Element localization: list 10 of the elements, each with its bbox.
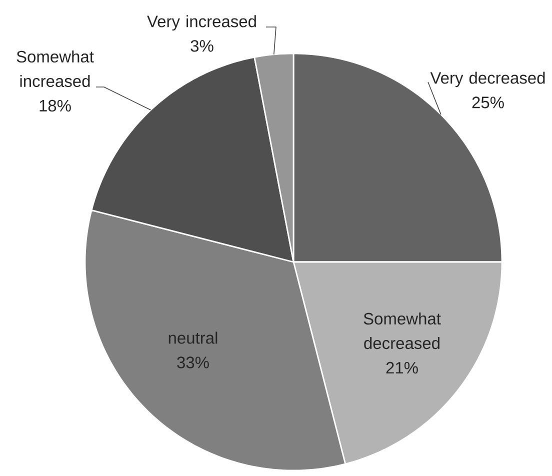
data-label: 33% [177, 356, 209, 368]
data-label: 25% [472, 96, 504, 108]
slice-label: Very increased [147, 15, 256, 31]
slice-label: neutral [168, 332, 218, 344]
slice-label: Somewhat decreased [364, 312, 441, 350]
slice-label: Somewhat increased [16, 50, 94, 88]
data-label: 21% [386, 362, 418, 374]
slice-label: Very decreased [430, 72, 545, 88]
data-label: 3% [190, 40, 214, 52]
data-label: 18% [40, 100, 71, 112]
